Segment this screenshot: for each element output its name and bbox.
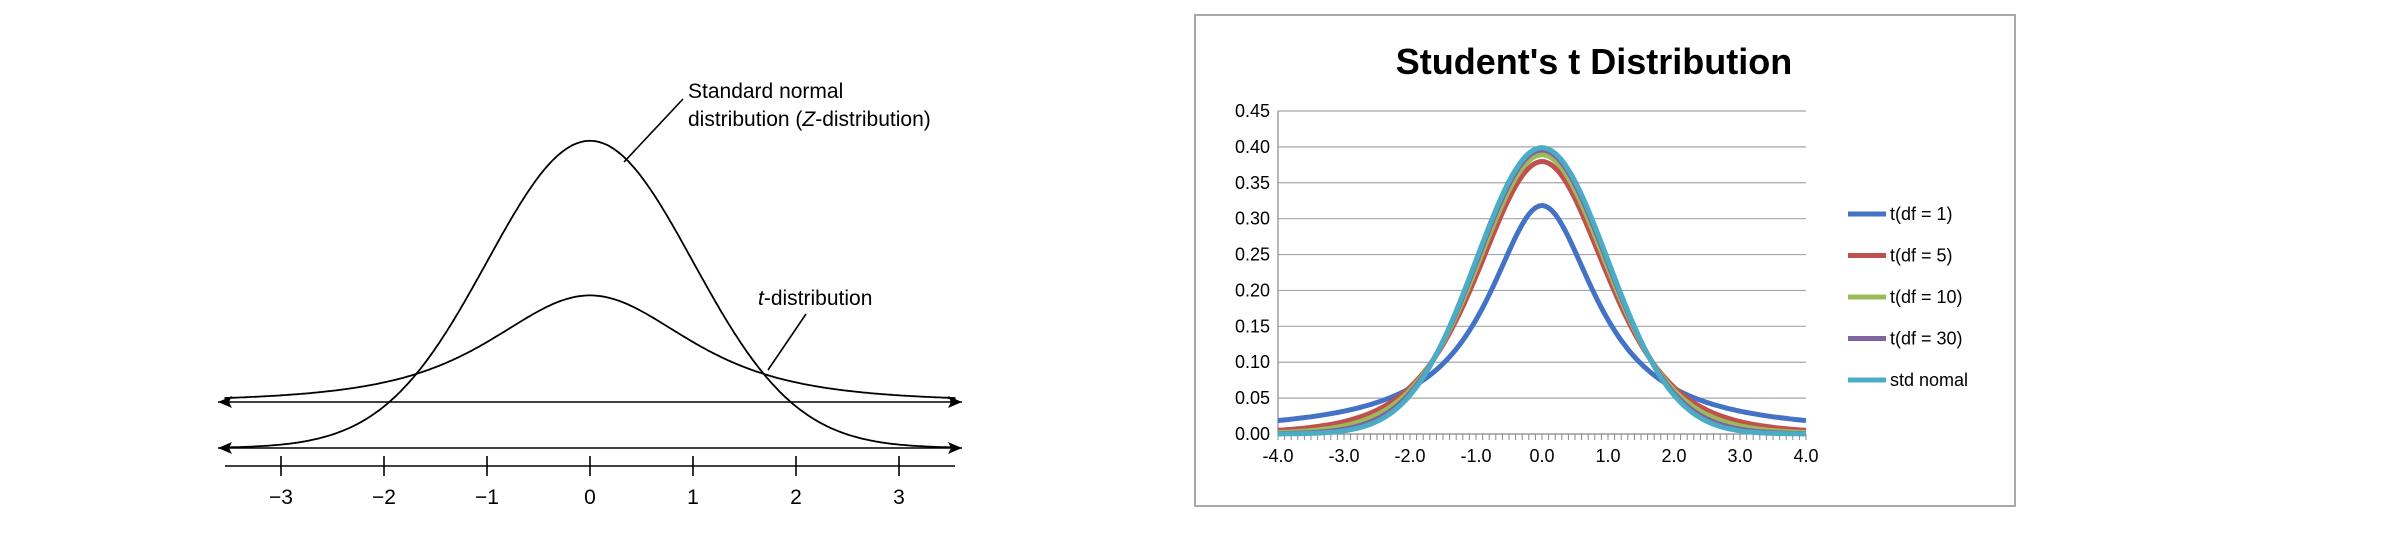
- chart-title: Student's t Distribution: [1396, 41, 1793, 82]
- y-tick-label: 0.05: [1235, 388, 1270, 408]
- y-tick-label: 0.40: [1235, 137, 1270, 157]
- y-tick-label: 0.00: [1235, 424, 1270, 444]
- x-tick-labels: -4.0 -3.0 -2.0 -1.0 0.0 1.0 2.0 3.0 4.0: [1262, 446, 1818, 466]
- x-tick-label: 2.0: [1661, 446, 1686, 466]
- series-lines: [1277, 145, 1807, 437]
- left-x-ticks: −3 −2 −1 0 1 2 3: [269, 456, 905, 509]
- student-t-chart-panel: Student's t Distribution 0.00 0.05 0.10 0.1…: [1194, 14, 2016, 507]
- normal-annotation-leader: [623, 98, 684, 163]
- x-axis: [1277, 434, 1807, 440]
- legend-label: t(df = 30): [1890, 329, 1963, 349]
- series-line-df-5: [1277, 159, 1807, 433]
- left-tick-label: 2: [790, 486, 802, 509]
- right-arrowhead-1: [948, 396, 962, 408]
- normal-curve: [224, 139, 956, 449]
- left-curves: [224, 139, 956, 449]
- left-tick-label: −3: [269, 486, 293, 509]
- y-tick-labels: 0.00 0.05 0.10 0.15 0.20 0.25 0.30 0.35 0.40 0.45: [1235, 101, 1270, 444]
- t-annotation-label: t-distribution: [758, 287, 872, 310]
- left-annotations: Standard normal distribution (Z-distribu…: [623, 80, 931, 371]
- legend-label: t(df = 5): [1890, 246, 1953, 266]
- left-tick-label: 0: [584, 486, 596, 509]
- y-tick-label: 0.15: [1235, 316, 1270, 336]
- y-tick-label: 0.10: [1235, 352, 1270, 372]
- x-tick-label: 4.0: [1793, 446, 1818, 466]
- y-tick-label: 0.30: [1235, 209, 1270, 229]
- series-line-std-normal: [1278, 145, 1806, 437]
- left-tick-label: −1: [475, 486, 499, 509]
- left-tick-label: 3: [893, 486, 905, 509]
- x-tick-label: -3.0: [1328, 446, 1359, 466]
- y-tick-label: 0.25: [1235, 245, 1270, 265]
- x-tick-label: 0.0: [1529, 446, 1554, 466]
- x-tick-label: -2.0: [1394, 446, 1425, 466]
- x-tick-label: -1.0: [1460, 446, 1491, 466]
- left-axes: [218, 396, 962, 467]
- x-tick-label: 1.0: [1595, 446, 1620, 466]
- student-t-chart: Student's t Distribution 0.00 0.05 0.10 0.1…: [1235, 41, 1968, 466]
- series-line-df-10: [1277, 152, 1807, 435]
- normal-annotation-line1: Standard normal: [688, 80, 843, 103]
- y-tick-label: 0.20: [1235, 280, 1270, 300]
- left-tick-label: 1: [687, 486, 699, 509]
- x-tick-label: -4.0: [1262, 446, 1293, 466]
- series-line-df-30: [1278, 147, 1806, 437]
- left-distribution-figure: −3 −2 −1 0 1 2 3 Standard normal distribution …: [218, 80, 962, 509]
- legend-label: t(df = 1): [1890, 204, 1953, 224]
- left-tick-label: −2: [372, 486, 396, 509]
- t-annotation-leader: [767, 313, 807, 371]
- series-line-df-1: [1277, 203, 1807, 424]
- t-distribution-curve: [224, 294, 956, 399]
- normal-annotation-line2: distribution (Z-distribution): [688, 108, 931, 131]
- left-arrowhead-1: [218, 396, 232, 408]
- x-tick-label: 3.0: [1727, 446, 1752, 466]
- y-tick-label: 0.45: [1235, 101, 1270, 121]
- legend: t(df = 1) t(df = 5) t(df = 10) t(df = 30) st…: [1848, 204, 1968, 390]
- y-tick-label: 0.35: [1235, 173, 1270, 193]
- legend-label: t(df = 10): [1890, 287, 1963, 307]
- legend-label: std nomal: [1890, 370, 1968, 390]
